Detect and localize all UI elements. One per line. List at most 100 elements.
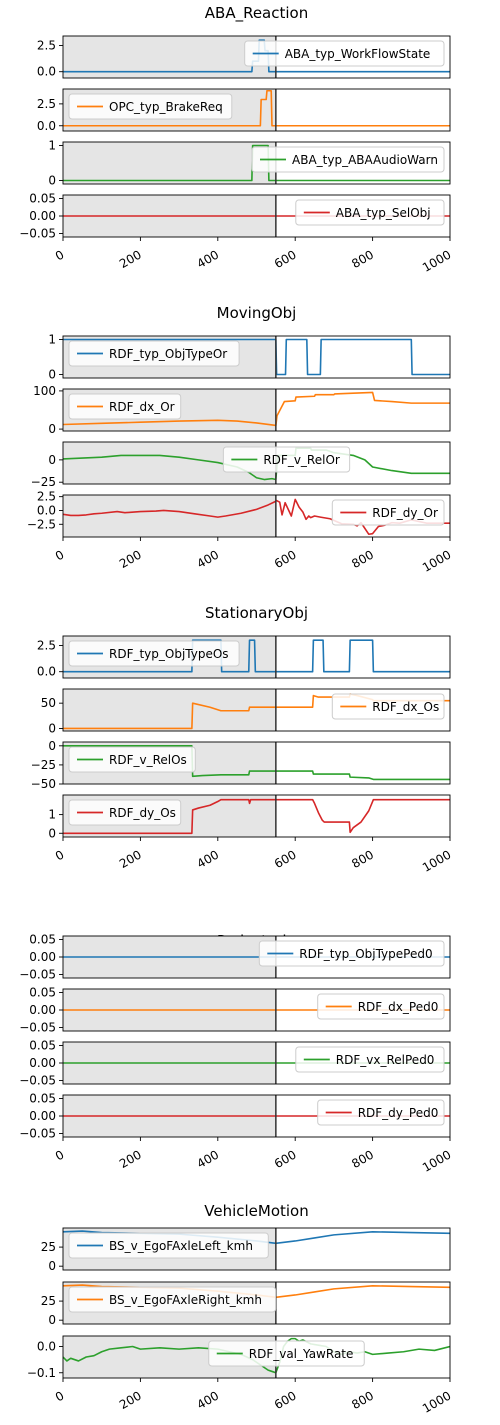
- ytick-label: 0.0: [37, 119, 56, 133]
- xtick-label: 800: [349, 1147, 376, 1171]
- legend-label: RDF_dx_Os: [372, 700, 439, 714]
- panel-frame: [62, 688, 451, 732]
- legend-box: [251, 146, 445, 173]
- ytick-label: 0: [48, 422, 56, 436]
- xtick-label: 0: [53, 1147, 67, 1163]
- panel-RDF_vx_RelPed0: −0.05 0.00 0.05 RDF_vx_RelPed0: [19, 1039, 451, 1088]
- legend: ABA_typ_ABAAudioWarn: [251, 146, 445, 173]
- ytick-label: 0: [48, 1259, 56, 1273]
- xtick-label: 800: [349, 547, 376, 571]
- legend-label: RDF_dx_Ped0: [358, 1000, 439, 1014]
- legend: RDF_typ_ObjTypePed0: [258, 940, 445, 967]
- legend-box: [317, 993, 445, 1020]
- panel-BS_v_EgoFAxleLeft_kmh: 0 25 BS_v_EgoFAxleLeft_kmh: [41, 1227, 451, 1273]
- panel-frame: [62, 335, 451, 379]
- xtick-label: 400: [194, 1388, 221, 1412]
- legend-label: RDF_dx_Or: [109, 400, 175, 414]
- ytick-label: 0: [48, 826, 56, 840]
- ytick-label: 1: [48, 333, 56, 347]
- xtick-label: 0: [53, 1388, 67, 1404]
- xtick-label: 0: [53, 847, 67, 863]
- series-line-RDF_dy_Os: [63, 798, 450, 835]
- ytick-label: 2.5: [37, 490, 56, 504]
- xtick-label: 600: [272, 247, 299, 271]
- panel-RDF_v_RelOr: −25 0 RDF_v_RelOr: [31, 441, 451, 489]
- ytick-label: 0: [48, 368, 56, 382]
- chart-group-4: VehicleMotion 0 25 BS_v_EgoFAxleLeft_kmh 0 25…: [27, 1202, 454, 1416]
- ytick-label: 0: [48, 739, 56, 753]
- legend: RDF_v_RelOs: [68, 746, 196, 773]
- legend: RDF_dx_Ped0: [317, 993, 445, 1020]
- panel-RDF_val_YawRate: −0.1 0.0 RDF_val_YawRate 0 200 400 600 800 1000: [27, 1335, 454, 1416]
- legend: RDF_dy_Os: [68, 799, 182, 826]
- legend-label: RDF_typ_ObjTypeOs: [109, 647, 229, 661]
- ytick-label: 25: [41, 1294, 56, 1308]
- legend: ABA_typ_SelObj: [295, 199, 445, 226]
- series-line-RDF_dx_Or: [63, 391, 450, 427]
- panel-frame: [62, 1335, 451, 1379]
- ytick-label: 0.05: [29, 1039, 56, 1053]
- ytick-label: 0.05: [29, 1092, 56, 1106]
- legend-box: [222, 446, 351, 473]
- panel-RDF_dy_Ped0: −0.05 0.00 0.05 RDF_dy_Ped0 0 200 400 600 800 100…: [19, 1092, 453, 1175]
- ytick-label: 0.0: [37, 1340, 56, 1354]
- series-line-RDF_typ_ObjTypeOs: [63, 639, 450, 673]
- legend: RDF_typ_ObjTypeOs: [68, 640, 240, 667]
- group-title: VehicleMotion: [204, 1202, 309, 1220]
- chart-group-2: StationaryObj 0.0 2.5 RDF_typ_ObjTypeOs 0 50 R…: [31, 604, 454, 875]
- chart-group-3: Pedestrain−0.050.000.05RDF_typ_ObjTypePe…: [19, 932, 453, 1175]
- panel-RDF_dy_Or: −2.50.02.5 RDF_dy_Or 0 200 400 600 800 1000: [27, 490, 454, 575]
- xtick-label: 800: [349, 247, 376, 271]
- panel-OPC_typ_BrakeReq: 0.0 2.5 OPC_typ_BrakeReq: [37, 88, 451, 133]
- xtick-label: 1000: [420, 247, 453, 274]
- xtick-label: 600: [272, 547, 299, 571]
- ytick-label: 25: [41, 1240, 56, 1254]
- xtick-label: 1000: [420, 1388, 453, 1415]
- xtick-label: 0: [53, 247, 67, 263]
- panel-frame: [62, 1227, 451, 1271]
- xtick-label: 600: [272, 1147, 299, 1171]
- legend: ABA_typ_WorkFlowState: [244, 40, 445, 67]
- xtick-label: 200: [117, 847, 144, 871]
- series-line-RDF_dy_Or: [63, 498, 450, 536]
- panel-RDF_typ_ObjTypePed0: −0.05 0.00 0.05 RDF_typ_ObjTypePed0: [19, 933, 451, 982]
- ytick-label: 0: [48, 174, 56, 188]
- ytick-label: −0.05: [19, 968, 56, 982]
- legend-label: ABA_typ_WorkFlowState: [285, 47, 431, 61]
- group-title: StationaryObj: [205, 604, 308, 622]
- legend-label: RDF_v_RelOr: [263, 453, 340, 467]
- xtick-label: 600: [272, 1388, 299, 1412]
- legend-box: [68, 1232, 269, 1259]
- ytick-label: 1: [48, 139, 56, 153]
- xtick-label: 400: [194, 1147, 221, 1171]
- panel-frame: [62, 35, 451, 79]
- legend: RDF_v_RelOr: [222, 446, 351, 473]
- xtick-label: 800: [349, 1388, 376, 1412]
- panel-frame: [62, 388, 451, 432]
- panel-RDF_dx_Os: 0 50 RDF_dx_Os: [41, 688, 451, 735]
- ytick-label: 0.00: [29, 950, 56, 964]
- ytick-label: 0.00: [29, 1056, 56, 1070]
- xtick-label: 0: [53, 547, 67, 563]
- ytick-label: −25: [31, 758, 56, 772]
- panel-RDF_typ_ObjTypeOr: 0 1 RDF_typ_ObjTypeOr: [48, 333, 451, 382]
- xtick-label: 200: [117, 247, 144, 271]
- legend-box: [68, 340, 240, 367]
- legend-label: RDF_v_RelOs: [109, 753, 187, 767]
- legend-label: BS_v_EgoFAxleRight_kmh: [109, 1293, 262, 1307]
- panel-ABA_typ_ABAAudioWarn: 0 1 ABA_typ_ABAAudioWarn: [48, 139, 451, 188]
- legend-box: [244, 40, 445, 67]
- legend-label: RDF_typ_ObjTypePed0: [299, 947, 432, 961]
- xtick-label: 400: [194, 847, 221, 871]
- legend-box: [68, 746, 196, 773]
- chart-group-0: ABA_Reaction0.02.5ABA_typ_WorkFlowState0…: [19, 4, 453, 275]
- legend-box: [331, 499, 445, 526]
- ytick-label: 0.0: [37, 665, 56, 679]
- ytick-label: 2.5: [37, 97, 56, 111]
- legend: RDF_dy_Ped0: [317, 1099, 445, 1126]
- legend-label: ABA_typ_ABAAudioWarn: [292, 153, 438, 167]
- legend: RDF_typ_ObjTypeOr: [68, 340, 240, 367]
- legend-label: RDF_vx_RelPed0: [336, 1053, 435, 1067]
- ytick-label: −0.1: [27, 1366, 56, 1380]
- xtick-label: 1000: [420, 1147, 453, 1174]
